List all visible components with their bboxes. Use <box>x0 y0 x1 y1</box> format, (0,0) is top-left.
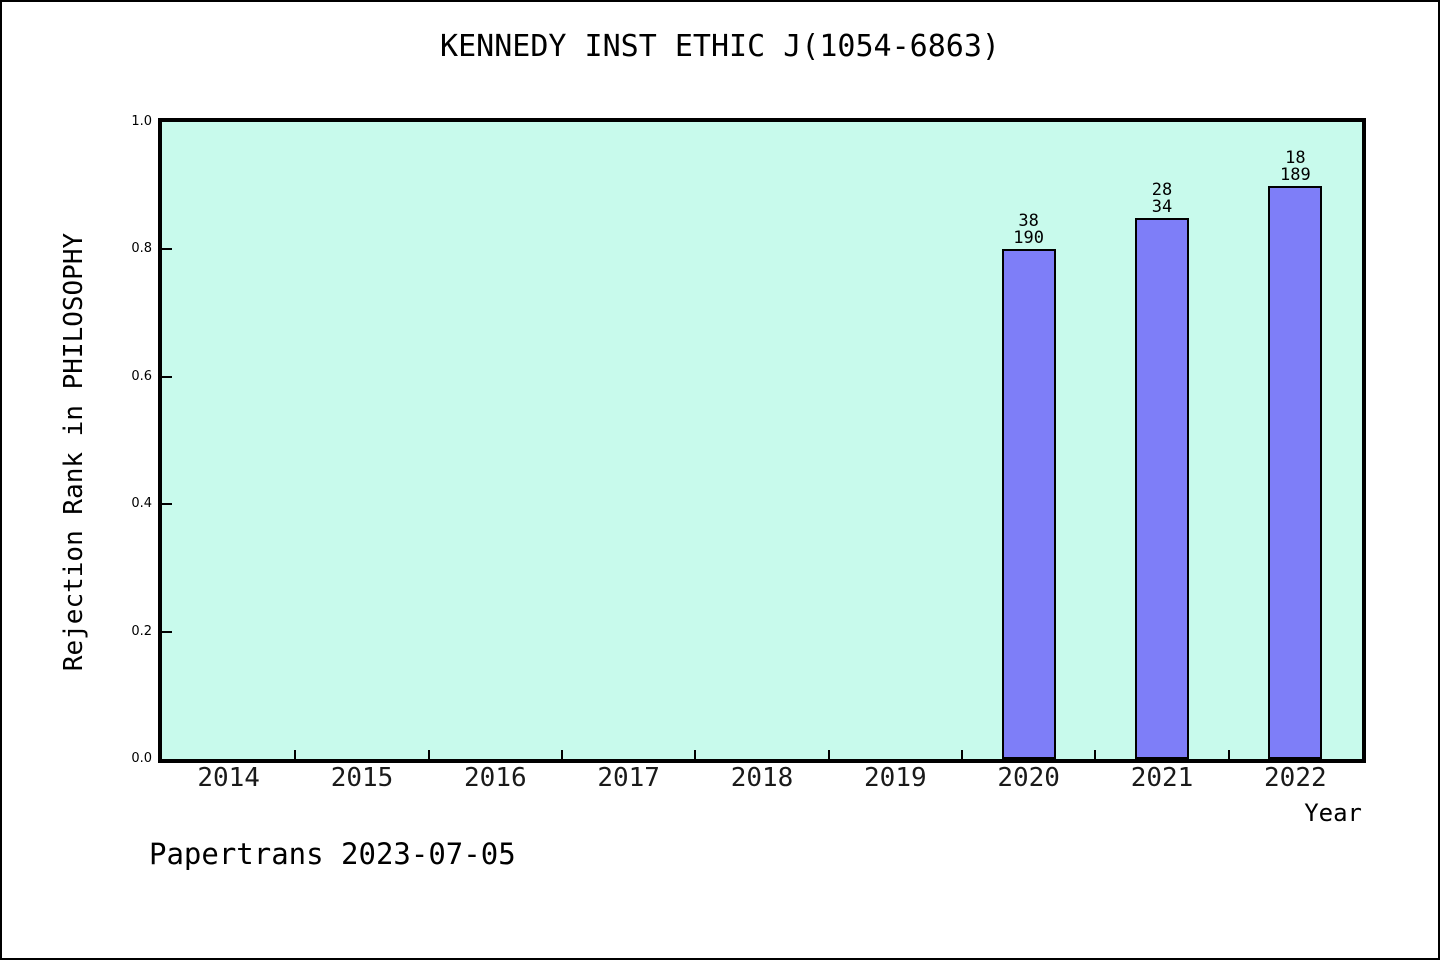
bar-value-line: 38 <box>1018 211 1039 232</box>
bar <box>1001 249 1056 759</box>
x-axis-label: Year <box>1304 799 1362 827</box>
bar-value-label: 38 190 <box>959 213 1099 247</box>
watermark-text: Papertrans 2023-07-05 <box>149 837 516 871</box>
bar-value-label: 18 189 <box>1225 147 1365 185</box>
x-tick-label: 2017 <box>597 763 660 793</box>
x-tick-mark <box>1227 750 1230 759</box>
x-tick-label: 2016 <box>464 763 527 793</box>
bar-value-line: 34 <box>1151 196 1173 217</box>
x-tick-mark <box>294 750 297 759</box>
y-tick-label: 0.0 <box>131 751 152 766</box>
y-tick-mark <box>162 375 172 378</box>
x-tick-mark <box>827 750 830 759</box>
x-tick-label: 2014 <box>197 763 260 793</box>
bar-value-label: 28 34 <box>1092 179 1232 217</box>
bar-value-line: 189 <box>1279 164 1311 185</box>
plot-area: 38 190 28 34 18 189 <box>158 118 1366 763</box>
x-tick-mark <box>561 750 563 759</box>
y-tick-mark <box>162 503 172 506</box>
x-tick-label: 2020 <box>997 763 1060 793</box>
x-tick-mark <box>427 750 430 759</box>
x-tick-mark <box>694 750 697 759</box>
y-axis-label: Rejection Rank in PHILOSOPHY <box>59 232 89 672</box>
y-tick-label: 0.4 <box>131 496 152 512</box>
plot-inner: 38 190 28 34 18 189 <box>162 122 1362 759</box>
y-tick-label: 1.0 <box>131 114 152 129</box>
y-tick-mark <box>162 248 172 251</box>
x-tick-mark <box>1094 750 1097 759</box>
x-tick-label: 2022 <box>1264 763 1327 793</box>
x-tick-label: 2018 <box>730 763 794 793</box>
bar <box>1135 217 1189 759</box>
bar <box>1268 185 1323 759</box>
x-tick-label: 2021 <box>1130 763 1194 793</box>
x-tick-label: 2015 <box>330 763 394 793</box>
y-tick-label: 0.8 <box>131 241 152 257</box>
bar-value-line: 18 <box>1285 147 1306 168</box>
bar-value-line: 190 <box>1013 228 1045 249</box>
x-tick-label: 2019 <box>864 763 927 793</box>
y-tick-mark <box>162 630 172 633</box>
x-tick-mark <box>961 750 963 759</box>
bar-value-line: 28 <box>1151 179 1173 200</box>
chart-title: KENNEDY INST ETHIC J(1054-6863) <box>440 29 1000 64</box>
y-tick-label: 0.2 <box>131 623 152 639</box>
y-tick-label: 0.6 <box>131 368 152 384</box>
